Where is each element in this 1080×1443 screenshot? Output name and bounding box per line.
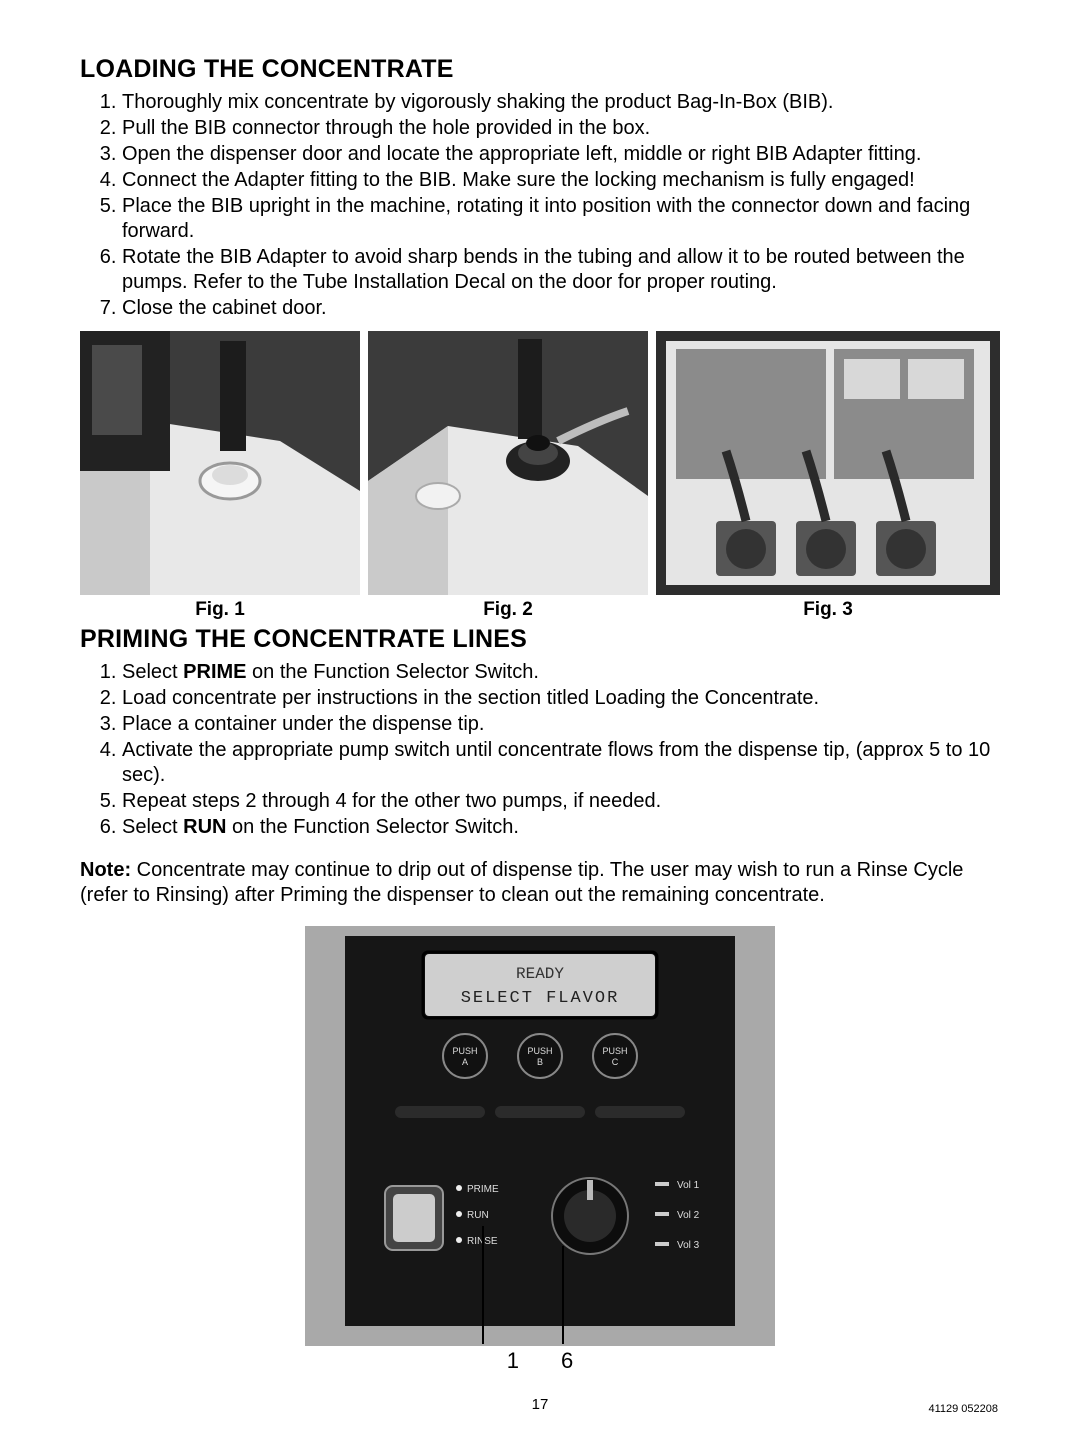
figure-1: Fig. 1 (80, 331, 360, 621)
list-item: Close the cabinet door. (122, 296, 1000, 321)
list-item: Thoroughly mix concentrate by vigorously… (122, 90, 1000, 115)
steps-loading: Thoroughly mix concentrate by vigorously… (80, 90, 1000, 321)
svg-text:SELECT FLAVOR: SELECT FLAVOR (461, 989, 620, 1008)
manual-page: LOADING THE CONCENTRATE Thoroughly mix c… (0, 0, 1080, 1443)
svg-text:Vol 1: Vol 1 (677, 1180, 700, 1191)
svg-text:A: A (462, 1057, 468, 1067)
figure-row: Fig. 1 Fig. 2 (80, 331, 1000, 621)
list-item: Pull the BIB connector through the hole … (122, 116, 1000, 141)
panel-callout-numbers: 1 6 (80, 1348, 1000, 1374)
list-item: Connect the Adapter fitting to the BIB. … (122, 168, 1000, 193)
control-panel-figure: READY SELECT FLAVOR PUSHA PUSHB PUSHC PR… (80, 926, 1000, 1346)
page-number: 17 (80, 1396, 1000, 1413)
note-label: Note: (80, 859, 131, 881)
fig3-image (656, 331, 1000, 595)
heading-loading-concentrate: LOADING THE CONCENTRATE (80, 55, 1000, 84)
list-item: Open the dispenser door and locate the a… (122, 142, 1000, 167)
svg-text:B: B (537, 1057, 543, 1067)
list-item: Activate the appropriate pump switch unt… (122, 738, 1000, 788)
fig2-image (368, 331, 648, 595)
list-item: Repeat steps 2 through 4 for the other t… (122, 789, 1000, 814)
svg-text:PUSH: PUSH (452, 1046, 477, 1056)
heading-priming: PRIMING THE CONCENTRATE LINES (80, 625, 1000, 654)
list-item: Rotate the BIB Adapter to avoid sharp be… (122, 245, 1000, 295)
note-text: Note: Concentrate may continue to drip o… (80, 858, 1000, 908)
list-item: Load concentrate per instructions in the… (122, 686, 1000, 711)
svg-text:PUSH: PUSH (527, 1046, 552, 1056)
fig1-image (80, 331, 360, 595)
note-body: Concentrate may continue to drip out of … (80, 859, 963, 906)
list-item: Place the BIB upright in the machine, ro… (122, 194, 1000, 244)
svg-text:Vol 3: Vol 3 (677, 1240, 700, 1251)
list-item: Select RUN on the Function Selector Swit… (122, 815, 1000, 840)
svg-text:PUSH: PUSH (602, 1046, 627, 1056)
fig2-caption: Fig. 2 (483, 599, 533, 621)
document-code: 41129 052208 (928, 1403, 998, 1415)
svg-text:PRIME: PRIME (467, 1184, 499, 1195)
svg-text:RUN: RUN (467, 1210, 489, 1221)
steps-priming: Select PRIME on the Function Selector Sw… (80, 660, 1000, 840)
fig1-caption: Fig. 1 (195, 599, 245, 621)
control-panel-image: READY SELECT FLAVOR PUSHA PUSHB PUSHC PR… (305, 926, 775, 1346)
list-item: Place a container under the dispense tip… (122, 712, 1000, 737)
svg-text:READY: READY (516, 965, 564, 983)
figure-2: Fig. 2 (368, 331, 648, 621)
list-item: Select PRIME on the Function Selector Sw… (122, 660, 1000, 685)
figure-3: Fig. 3 (656, 331, 1000, 621)
fig3-caption: Fig. 3 (803, 599, 853, 621)
svg-text:C: C (612, 1057, 619, 1067)
svg-text:Vol 2: Vol 2 (677, 1210, 700, 1221)
